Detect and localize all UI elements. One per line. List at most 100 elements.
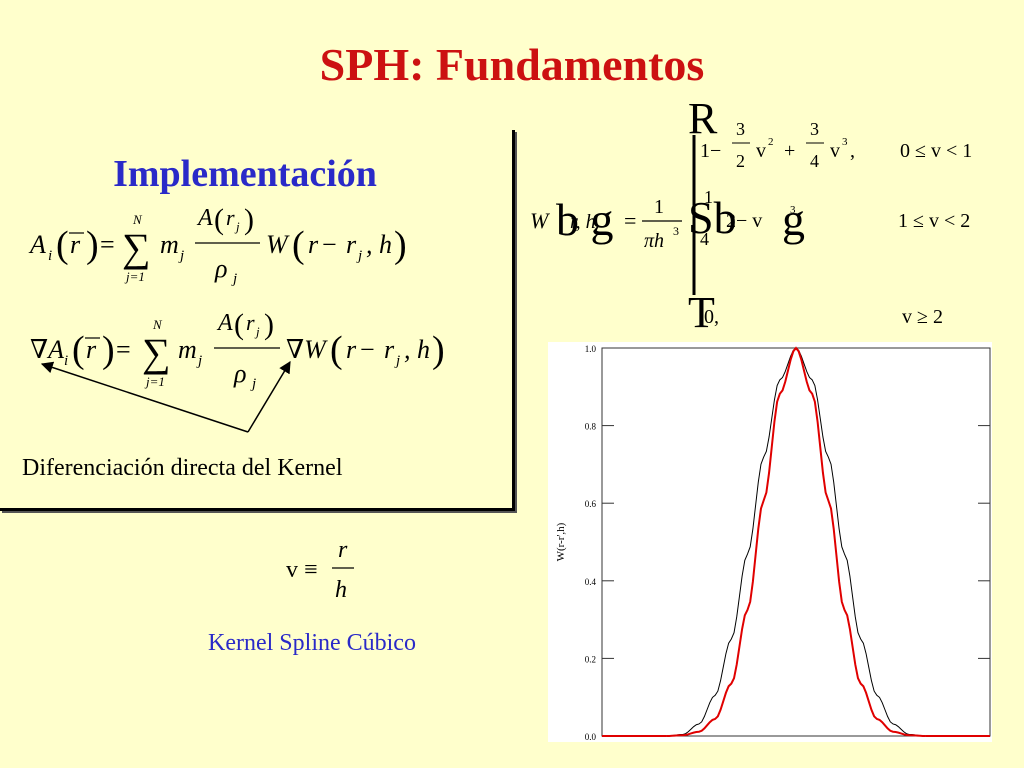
eq2-paren-open: ( — [72, 329, 85, 371]
case3-cond: v ≥ 2 — [902, 306, 943, 328]
kernel-equals: = — [624, 208, 636, 233]
eq2-sum-sign: ∑ — [142, 330, 171, 375]
eq2-k-paren-open: ( — [330, 329, 343, 371]
y-tick-label: 0.6 — [585, 499, 597, 509]
y-tick-label: 0.2 — [585, 654, 596, 664]
case1-v1: v — [756, 140, 766, 162]
implementation-panel — [0, 130, 515, 511]
eq1-lhs: A — [28, 230, 46, 259]
kernel-lhs: W — [530, 208, 550, 233]
eq1-den-sub: j — [231, 271, 237, 287]
eq2-k-rj: r — [384, 335, 395, 364]
eq2-lhs-sub: i — [64, 353, 68, 369]
eq2-minus: − — [360, 335, 375, 364]
case1-a: 1− — [700, 140, 721, 162]
case1-f1-num: 3 — [736, 119, 745, 139]
eq1-paren-close: ) — [86, 224, 99, 266]
eq1-k-rj: r — [346, 230, 357, 259]
eq2-sum-lower: j=1 — [144, 374, 165, 389]
case1-comma: , — [850, 140, 855, 162]
arrow-to-grad-a — [40, 361, 249, 433]
eq2-k-paren-close: ) — [432, 329, 445, 371]
eq1-kernel: W — [266, 230, 290, 259]
case3-val: 0, — [704, 306, 719, 328]
kernel-spline-label: Kernel Spline Cúbico — [208, 630, 416, 656]
kernel-curve-2 — [666, 346, 926, 737]
eq1-k-paren-close: ) — [394, 224, 407, 266]
eq1-sum-sign: ∑ — [122, 225, 151, 270]
eq2-mass: m — [178, 335, 197, 364]
equation-gradient: ∇A i ( r ) = ∑ N j=1 m j A ( r j ) ρ j ∇… — [30, 308, 445, 392]
eq1-k-rj-sub: j — [356, 248, 362, 264]
eq1-lhs-sub: i — [48, 248, 52, 264]
case1-f2-den: 4 — [810, 151, 819, 171]
eq2-num-r: r — [246, 310, 255, 335]
eq1-mass-sub: j — [178, 248, 184, 264]
eq1-mass: m — [160, 230, 179, 259]
eq2-den: ρ — [233, 359, 246, 388]
v-definition: v ≡ r h — [286, 537, 354, 603]
y-axis-label: W(r-r',h) — [555, 522, 567, 561]
eq2-den-sub: j — [250, 376, 256, 392]
eq2-num-paren-open: ( — [234, 308, 244, 341]
kernel-plot: 0.0 0.2 0.4 0.6 0.8 1.0 W(r-r',h) — [548, 342, 992, 742]
glitch-Sb: Sb — [688, 192, 737, 243]
eq2-num-sub: j — [254, 324, 260, 339]
eq1-sum-lower: j=1 — [124, 269, 145, 284]
eq1-num-sub: j — [234, 219, 240, 234]
v-def-num: r — [338, 537, 348, 563]
equation-interpolation: A i ( r ) = ∑ N j=1 m j A ( r j ) ρ j W … — [28, 203, 407, 287]
v-def-den: h — [335, 577, 347, 603]
eq1-minus: − — [322, 230, 337, 259]
kernel-equation: W r, h = 1 πh 3 R b g Sb g T 1− 3 2 v 2 … — [530, 95, 972, 337]
arrow-to-grad-w — [247, 360, 291, 433]
kernel-prefactor-num: 1 — [654, 196, 664, 218]
eq2-k-rj-sub: j — [394, 353, 400, 369]
case2-e: 3 — [790, 204, 796, 216]
case1-v2: v — [830, 140, 840, 162]
eq1-paren-open: ( — [56, 224, 69, 266]
case2-a: 1 — [704, 187, 713, 207]
eq2-k-r: r — [346, 335, 357, 364]
plot-background — [548, 342, 992, 742]
case2-b: 2− v — [726, 210, 762, 232]
y-tick-label: 0.8 — [585, 422, 597, 432]
section-subtitle: Implementación — [113, 153, 377, 195]
glitch-T: T — [688, 288, 715, 337]
eq2-num: A — [216, 310, 233, 336]
direct-differentiation-text: Diferenciación directa del Kernel — [22, 455, 343, 481]
eq1-k-paren-open: ( — [292, 224, 305, 266]
y-tick-label: 0.4 — [585, 577, 597, 587]
eq1-arg: r — [70, 230, 81, 259]
eq2-paren-close: ) — [102, 329, 115, 371]
eq1-num-paren-open: ( — [214, 203, 224, 236]
eq1-den: ρ — [214, 254, 227, 283]
glitch-g: g — [782, 194, 805, 245]
case1-cond: 0 ≤ v < 1 — [900, 140, 972, 162]
eq2-kernel: ∇W — [286, 335, 328, 364]
case1-f1-den: 2 — [736, 151, 745, 171]
glitch-bg-1: b g — [556, 194, 614, 245]
eq2-arg: r — [86, 335, 97, 364]
case1-plus: + — [784, 140, 795, 162]
kernel-curves — [602, 346, 990, 737]
eq1-kernel-h: , h — [366, 230, 392, 259]
eq1-num-paren-close: ) — [244, 203, 254, 236]
case1-e2: 3 — [842, 136, 848, 148]
case2-d: 4 — [700, 229, 709, 249]
eq2-kernel-h: , h — [404, 335, 430, 364]
y-tick-label: 0.0 — [585, 732, 597, 742]
kernel-lhs-args: r, h — [570, 211, 596, 233]
eq1-k-r: r — [308, 230, 319, 259]
eq2-num-paren-close: ) — [264, 308, 274, 341]
eq2-mass-sub: j — [196, 353, 202, 369]
annotation-arrows — [40, 360, 291, 433]
eq1-sum-upper: N — [132, 212, 143, 227]
eq1-num-r: r — [226, 205, 235, 230]
page-title: SPH: Fundamentos — [319, 39, 705, 90]
eq1-num: A — [196, 205, 213, 231]
case1-e1: 2 — [768, 136, 774, 148]
eq2-sum-upper: N — [152, 317, 163, 332]
case2-cond: 1 ≤ v < 2 — [898, 210, 970, 232]
v-def-lhs: v ≡ — [286, 557, 318, 583]
